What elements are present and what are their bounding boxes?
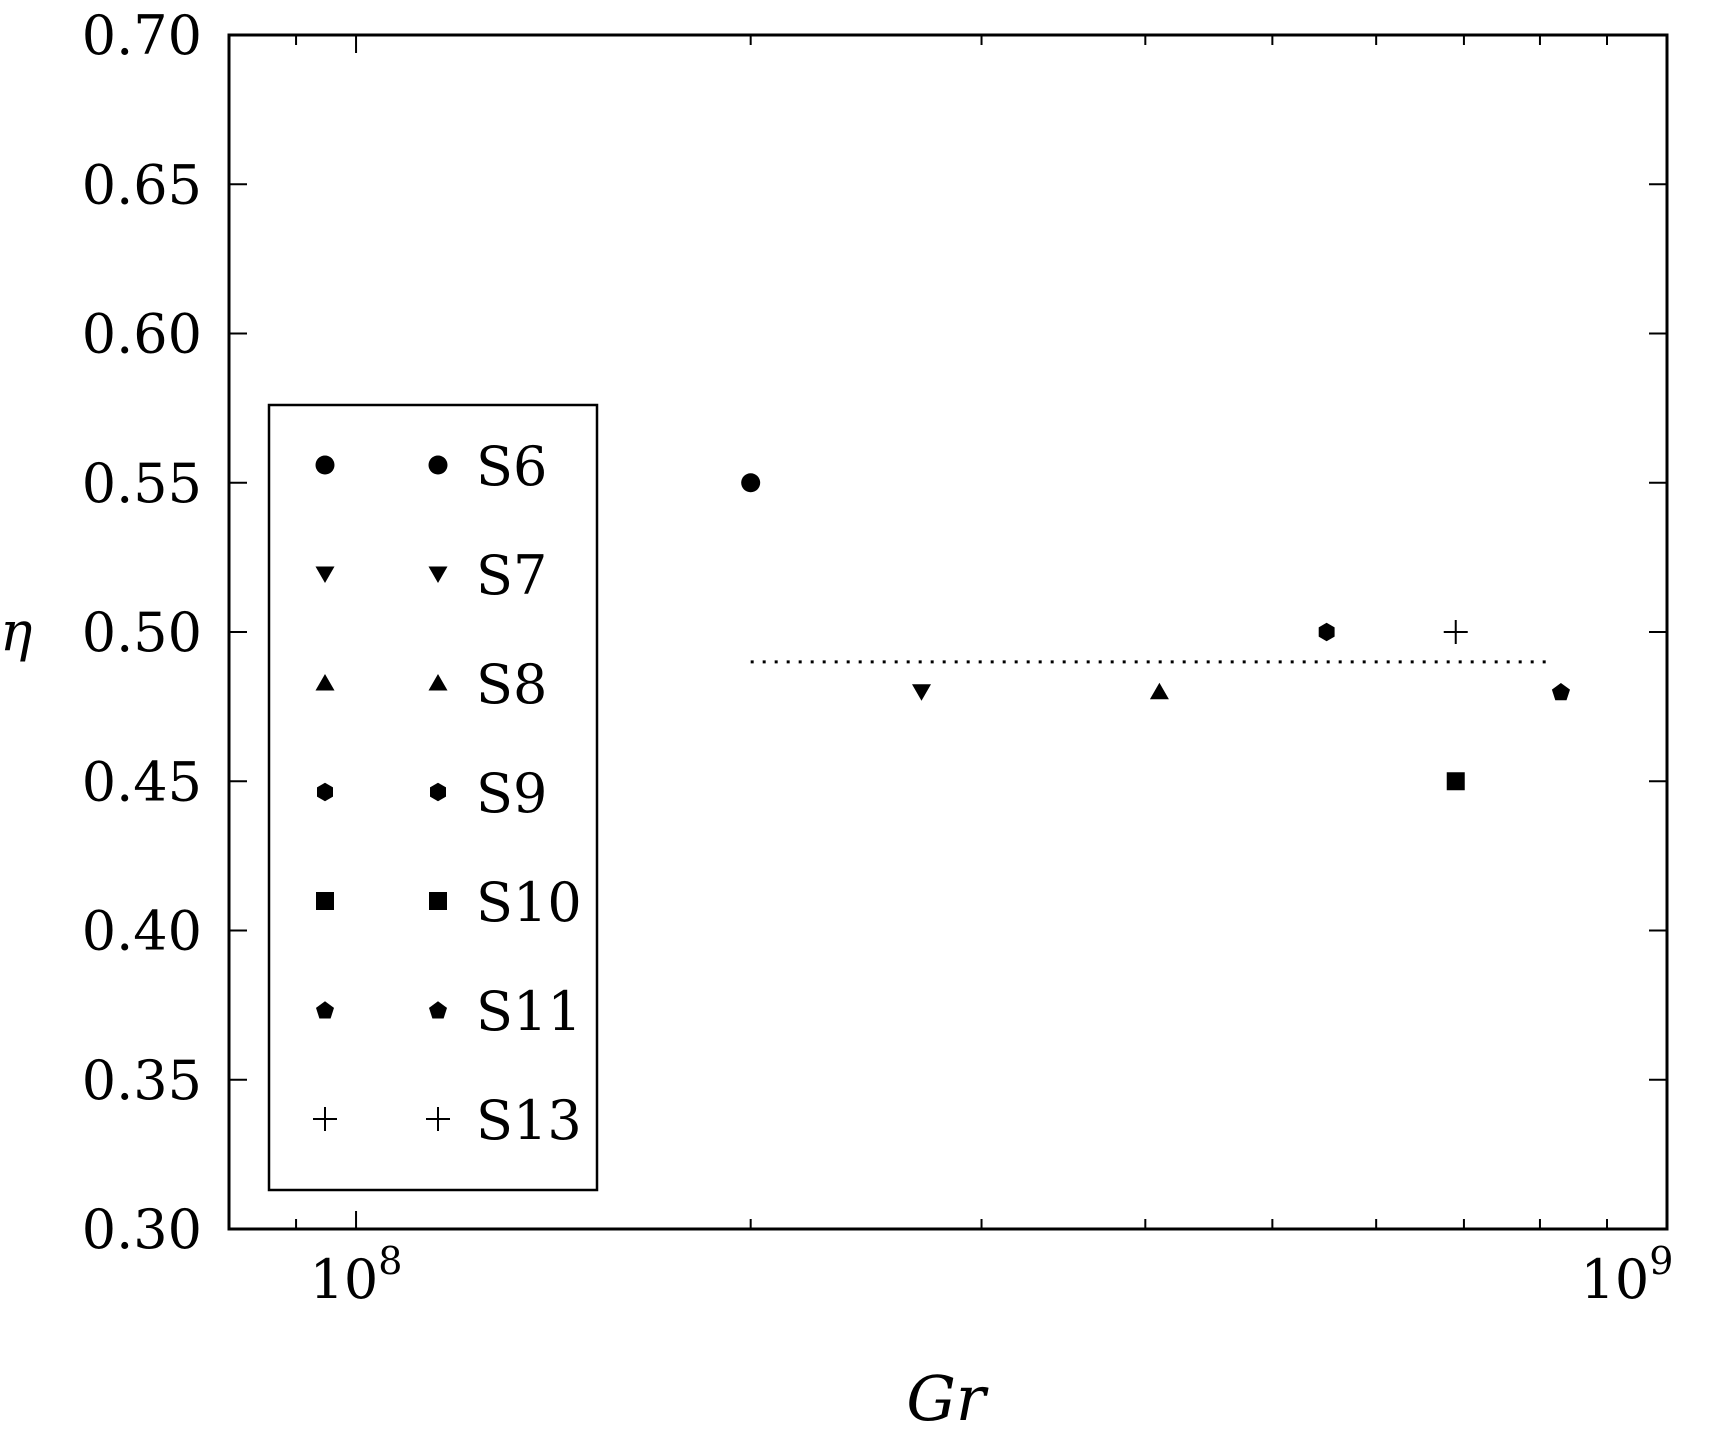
legend-marker [428,674,448,691]
legend-label: S6 [476,435,547,498]
x-tick-label: 109 [1581,1239,1674,1311]
y-axis-label: η [0,600,32,663]
y-tick-label: 0.35 [82,1049,202,1112]
x-tick-label: 108 [310,1239,403,1311]
y-axis-ticks: 0.30 0.35 0.40 0.45 0.50 0.55 0.60 0.65 0.70 [82,4,1667,1261]
legend-entry-s11: S11 [316,980,582,1043]
y-tick-label: 0.60 [82,303,202,366]
legend-marker [426,1107,450,1131]
legend-entry-s6: S6 [315,435,547,498]
data-point-s9 [1318,622,1335,642]
legend-marker [430,782,446,802]
legend-marker [429,1001,447,1019]
legend-marker [315,566,335,583]
legend-entry-s9: S9 [317,762,547,825]
legend-label: S13 [476,1089,582,1152]
legend-marker [428,566,448,583]
legend-entry-s13: S13 [313,1089,582,1152]
legend-label: S8 [476,653,547,716]
y-tick-label: 0.50 [82,601,202,664]
legend-entry-s10: S10 [316,871,582,934]
legend-marker [316,892,334,910]
y-tick-label: 0.30 [82,1198,202,1261]
legend-marker [317,782,333,802]
legend: S6 S7 S8 S9 S10 S11 S13 [267,403,599,1192]
y-tick-label: 0.45 [82,750,202,813]
legend-marker [313,1107,337,1131]
y-tick-label: 0.40 [82,900,202,963]
data-point-s8 [1149,682,1169,700]
x-axis-ticks: 108 109 [228,35,1674,1311]
legend-marker [316,1001,334,1019]
x-axis-label: Gr [906,1362,989,1435]
legend-label: S10 [476,871,582,934]
data-points [741,473,1570,791]
legend-marker [315,455,335,475]
data-point-s13 [1443,620,1468,644]
y-tick-label: 0.70 [82,4,202,67]
legend-label: S9 [476,762,547,825]
legend-marker [429,892,447,910]
legend-label: S7 [476,544,547,607]
data-point-s6 [741,473,761,493]
data-point-s10 [1446,772,1465,791]
data-point-s7 [912,684,931,701]
legend-marker [428,455,448,475]
data-point-s11 [1551,683,1570,701]
legend-marker [315,674,335,691]
y-tick-label: 0.65 [82,153,202,216]
legend-entry-s8: S8 [315,653,547,716]
legend-label: S11 [476,980,582,1043]
y-tick-label: 0.55 [82,452,202,515]
plot-frame [227,33,1669,1231]
legend-entry-s7: S7 [315,544,547,607]
